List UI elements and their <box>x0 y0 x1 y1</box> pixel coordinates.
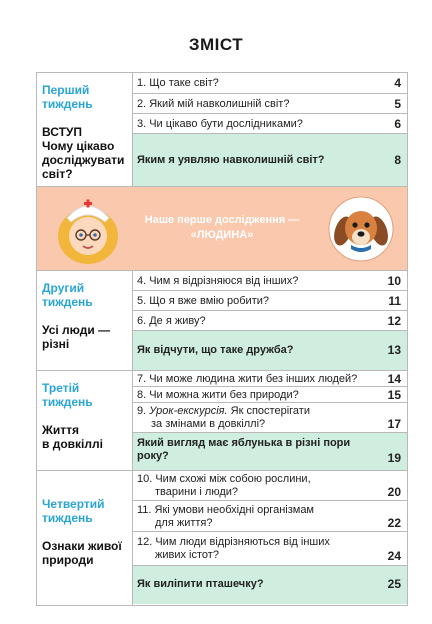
page-number: 12 <box>387 314 401 328</box>
page-number: 8 <box>394 153 401 167</box>
page-number: 6 <box>394 117 401 131</box>
week-label: Другий тиждень <box>42 281 93 309</box>
table-of-contents: Перший тиждень ВСТУП Чому цікаво дослідж… <box>36 72 408 606</box>
week-topic: Життя в довкіллі <box>42 423 103 451</box>
page-number: 24 <box>387 549 401 563</box>
list-item[interactable]: 12. Чим люди відрізняються від інших жив… <box>133 532 407 566</box>
page-number: 20 <box>387 485 401 499</box>
page-title: ЗМІСТ <box>188 35 244 54</box>
nurse-girl-icon <box>58 199 118 264</box>
list-item[interactable]: 10. Чим схожі між собою рослини, тварини… <box>133 471 407 501</box>
week-topic: Ознаки живої природи <box>42 539 122 567</box>
page-number: 19 <box>387 451 401 465</box>
page-number: 15 <box>387 388 401 402</box>
list-item-highlight[interactable]: Який вигляд має яблунька в різні пори ро… <box>133 433 407 470</box>
page-number: 11 <box>388 294 401 308</box>
week-1: Перший тиждень ВСТУП Чому цікаво дослідж… <box>37 73 407 187</box>
week-label: Перший тиждень <box>42 83 93 111</box>
week-label: Четвертий тиждень <box>42 497 105 525</box>
page-number: 22 <box>387 516 401 530</box>
page-number: 4 <box>394 76 401 90</box>
list-item[interactable]: 8. Чи можна жити без природи? 15 <box>133 387 407 403</box>
week-topic: Усі люди — різні <box>42 323 111 351</box>
banner-line-1: Наше перше дослідження — <box>144 214 300 226</box>
page-number: 25 <box>387 577 401 591</box>
list-item[interactable]: 6. Де я живу? 12 <box>133 311 407 331</box>
page-number: 10 <box>387 274 401 288</box>
page-number: 14 <box>387 372 401 386</box>
list-item[interactable]: 1. Що таке світ? 4 <box>133 73 407 94</box>
list-item[interactable]: 5. Що я вже вмію робити? 11 <box>133 291 407 311</box>
banner-line-2: «ЛЮДИНА» <box>190 229 254 241</box>
page-number: 5 <box>394 97 401 111</box>
list-item[interactable]: 4. Чим я відрізняюся від інших? 10 <box>133 271 407 291</box>
list-item-highlight[interactable]: Як виліпити пташечку? 25 <box>133 566 407 604</box>
research-banner: Наше перше дослідження — «ЛЮДИНА» <box>37 187 407 271</box>
list-item[interactable]: 7. Чи може людина жити без інших людей? … <box>133 371 407 387</box>
dog-icon <box>328 196 394 262</box>
list-item-highlight[interactable]: Яким я уявляю навколишній світ? 8 <box>133 134 407 186</box>
page-number: 13 <box>387 343 401 357</box>
list-item[interactable]: 3. Чи цікаво бути дослідниками? 6 <box>133 114 407 134</box>
week-2: Другий тиждень Усі люди — різні 4. Чим я… <box>37 271 407 371</box>
week-4: Четвертий тиждень Ознаки живої природи 1… <box>37 471 407 606</box>
week-3: Третій тиждень Життя в довкіллі 7. Чи мо… <box>37 371 407 471</box>
week-topic: ВСТУП Чому цікаво досліджувати світ? <box>42 125 125 181</box>
page-number: 17 <box>387 417 401 431</box>
list-item[interactable]: 11. Які умови необхідні організмам для ж… <box>133 501 407 532</box>
list-item[interactable]: 9. Урок-екскурсія. Як спостерігати за зм… <box>133 403 407 433</box>
list-item[interactable]: 2. Який мій навколишній світ? 5 <box>133 94 407 114</box>
list-item-highlight[interactable]: Як відчути, що таке дружба? 13 <box>133 331 407 370</box>
week-label: Третій тиждень <box>42 381 93 409</box>
